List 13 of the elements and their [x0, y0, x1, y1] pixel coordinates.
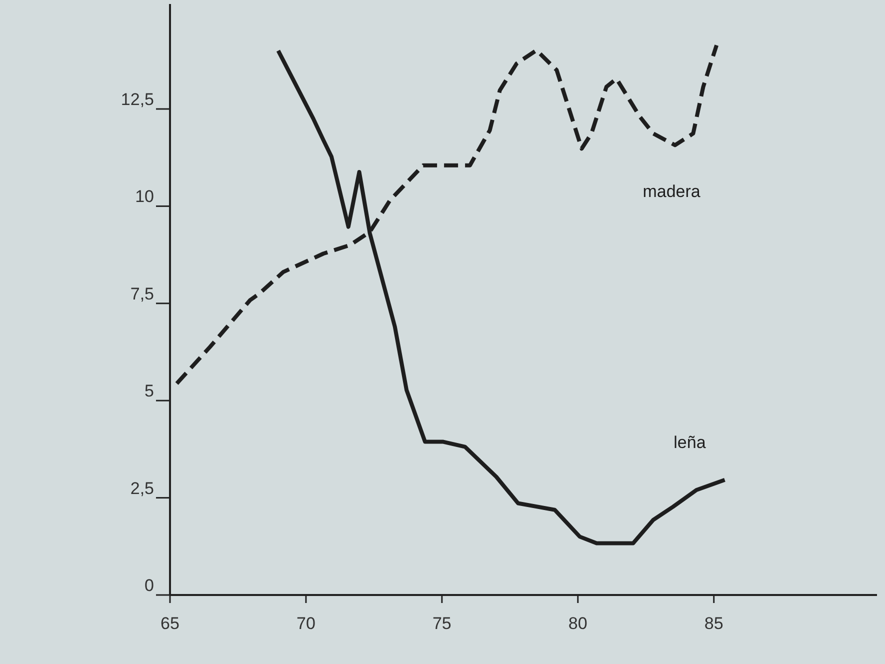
x-tick-label: 85	[704, 614, 724, 633]
y-tick-label: 7,5	[130, 284, 154, 304]
text: madera	[642, 182, 701, 202]
y-tick-label: 12,5	[120, 90, 154, 109]
y-tick-label: 5	[144, 382, 154, 401]
y-tick-label: 2,5	[130, 478, 154, 498]
y-tick-label: 10	[135, 187, 154, 206]
y-tick-label: 0	[144, 576, 154, 595]
x-tick-label: 70	[296, 614, 316, 633]
series-label: leña	[674, 432, 706, 452]
x-tick-label: 65	[160, 614, 180, 633]
x-tick-label: 80	[568, 614, 588, 633]
x-tick-label: 75	[432, 614, 452, 633]
